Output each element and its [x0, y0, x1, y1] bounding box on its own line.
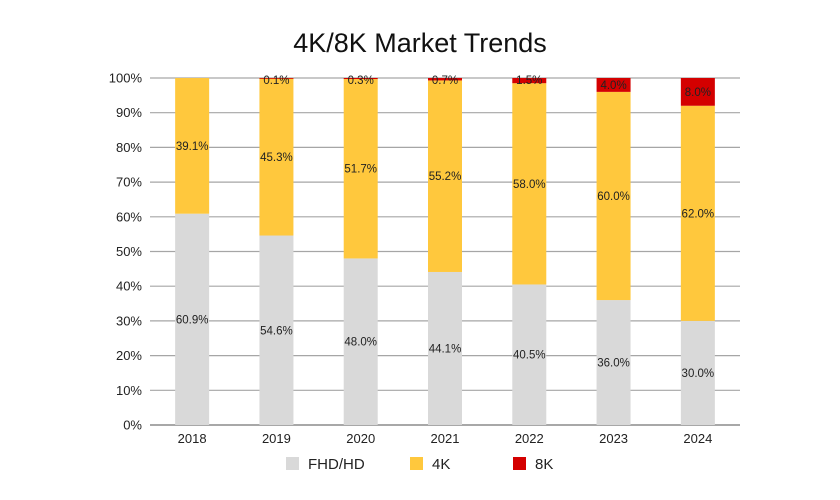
- data-label: 44.1%: [429, 343, 462, 355]
- bar-4k: [428, 80, 462, 272]
- legend-swatch: [286, 457, 299, 470]
- data-label: 0.3%: [348, 75, 374, 87]
- data-label: 30.0%: [682, 368, 715, 380]
- data-label: 0.1%: [263, 75, 289, 87]
- bar-8k: [428, 78, 462, 81]
- legend-label: FHD/HD: [308, 456, 365, 473]
- x-tick-label: 2021: [431, 431, 460, 446]
- bar-4k: [512, 83, 547, 285]
- bar-4k: [343, 79, 378, 259]
- x-tick-label: 2018: [178, 431, 207, 446]
- bar-8k: [512, 78, 547, 84]
- bar-4k: [259, 78, 294, 236]
- y-tick-label: 10%: [116, 383, 142, 398]
- bar-fhd-hd: [428, 271, 462, 425]
- bar-fhd-hd: [175, 213, 210, 425]
- bar-fhd-hd: [512, 284, 547, 425]
- x-tick-label: 2024: [683, 431, 712, 446]
- legend-label: 8K: [535, 456, 553, 473]
- bar-4k: [680, 105, 715, 321]
- bar-8k: [680, 78, 715, 106]
- bar-8k: [596, 78, 631, 92]
- y-tick-label: 50%: [116, 244, 142, 259]
- data-label: 58.0%: [513, 179, 546, 191]
- data-label: 40.5%: [513, 350, 546, 362]
- data-label: 8.0%: [685, 87, 711, 99]
- y-tick-label: 40%: [116, 279, 142, 294]
- x-tick-label: 2020: [346, 431, 375, 446]
- legend-label: 4K: [432, 456, 450, 473]
- data-label: 60.0%: [597, 191, 630, 203]
- chart-title: 4K/8K Market Trends: [293, 28, 547, 58]
- y-tick-label: 60%: [116, 209, 142, 224]
- bar-4k: [596, 91, 631, 301]
- y-tick-label: 20%: [116, 348, 142, 363]
- y-tick-label: 80%: [116, 140, 142, 155]
- data-label: 54.6%: [260, 325, 293, 337]
- y-tick-label: 30%: [116, 313, 142, 328]
- legend-swatch: [513, 457, 526, 470]
- y-tick-label: 70%: [116, 175, 142, 190]
- x-tick-label: 2023: [599, 431, 628, 446]
- bar-8k: [259, 78, 294, 79]
- bar-fhd-hd: [596, 300, 631, 425]
- bar-fhd-hd: [259, 235, 294, 425]
- data-label: 36.0%: [597, 358, 630, 370]
- bar-fhd-hd: [343, 258, 378, 425]
- data-label: 45.3%: [260, 152, 293, 164]
- y-tick-label: 100%: [109, 71, 143, 86]
- data-label: 1.5%: [516, 75, 542, 87]
- data-label: 0.7%: [432, 75, 458, 87]
- x-tick-label: 2022: [515, 431, 544, 446]
- data-label: 55.2%: [429, 171, 462, 183]
- data-label: 62.0%: [682, 208, 715, 220]
- data-label: 60.9%: [176, 314, 209, 326]
- data-label: 48.0%: [344, 337, 377, 349]
- x-tick-label: 2019: [262, 431, 291, 446]
- bar-8k: [343, 78, 378, 80]
- data-label: 4.0%: [600, 80, 626, 92]
- data-label: 39.1%: [176, 141, 209, 153]
- bar-fhd-hd: [680, 320, 715, 425]
- data-label: 51.7%: [344, 164, 377, 176]
- bar-4k: [175, 78, 210, 214]
- legend-swatch: [410, 457, 423, 470]
- y-tick-label: 0%: [123, 418, 142, 433]
- y-tick-label: 90%: [116, 105, 142, 120]
